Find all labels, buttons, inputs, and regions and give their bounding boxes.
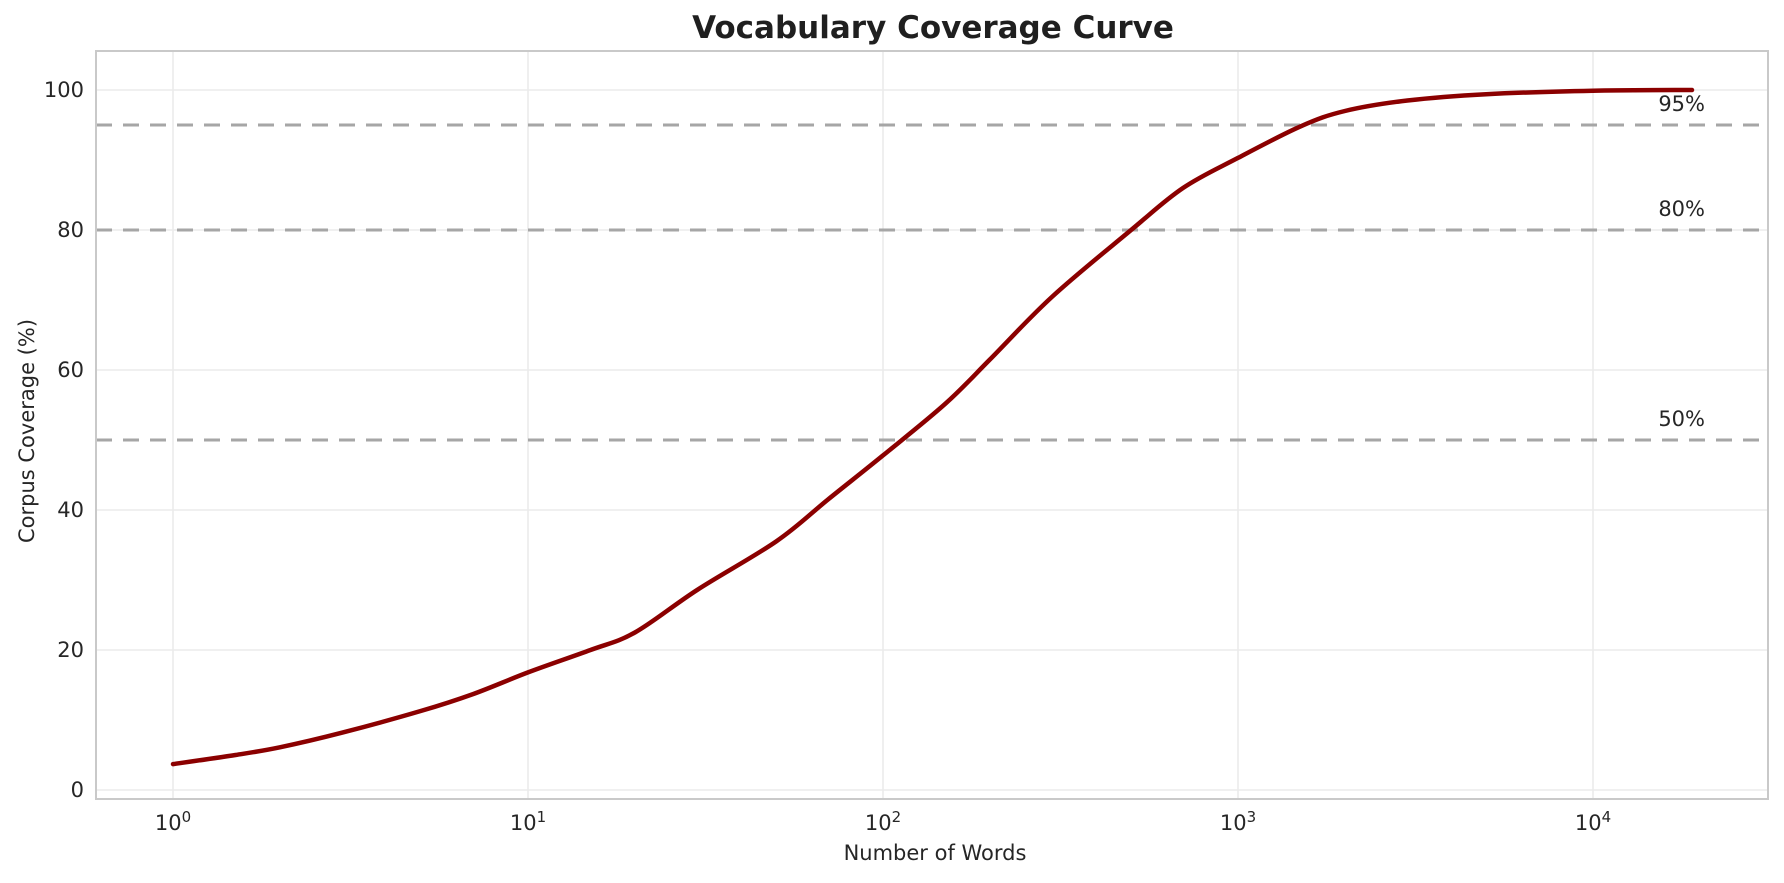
y-tick-label: 0: [70, 778, 84, 802]
x-tick-base: 10: [1219, 811, 1247, 835]
chart-title: Vocabulary Coverage Curve: [692, 10, 1174, 46]
x-tick-base: 10: [509, 811, 537, 835]
x-tick-base: 10: [864, 811, 892, 835]
x-tick-label: 102: [843, 808, 923, 835]
x-tick-exponent: 1: [536, 808, 547, 826]
x-tick-label: 104: [1553, 808, 1633, 835]
threshold-label-80: 80%: [1658, 197, 1705, 221]
x-tick-exponent: 2: [891, 808, 902, 826]
y-tick-label: 20: [57, 638, 84, 662]
threshold-label-50: 50%: [1658, 407, 1705, 431]
x-tick-label: 100: [133, 808, 213, 835]
x-tick-exponent: 4: [1601, 808, 1612, 826]
x-tick-label: 101: [488, 808, 568, 835]
threshold-label-95: 95%: [1658, 92, 1705, 116]
y-tick-label: 60: [57, 358, 84, 382]
x-axis-label: Number of Words: [843, 841, 1027, 865]
y-tick-label: 100: [43, 78, 84, 102]
x-tick-base: 10: [1574, 811, 1602, 835]
x-tick-base: 10: [154, 811, 182, 835]
y-tick-label: 40: [57, 498, 84, 522]
y-tick-label: 80: [57, 218, 84, 242]
x-tick-label: 103: [1198, 808, 1278, 835]
x-tick-exponent: 0: [181, 808, 192, 826]
x-tick-exponent: 3: [1246, 808, 1257, 826]
